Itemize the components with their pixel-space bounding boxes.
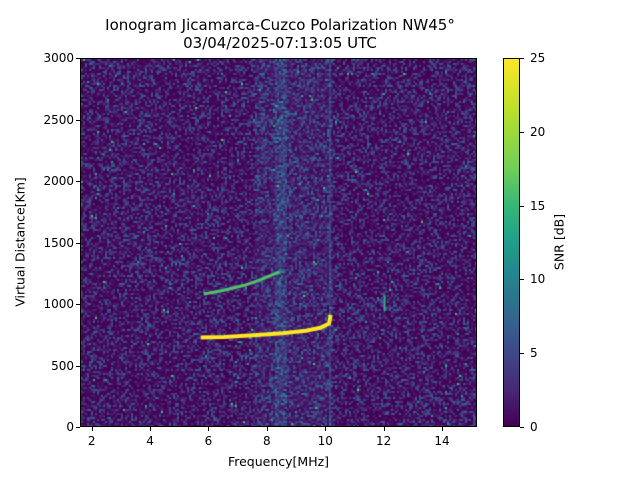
y-axis-label: Virtual Distance[Km] (12, 177, 28, 307)
subtitle-line: 03/04/2025-07:13:05 UTC (183, 34, 377, 52)
x-tick (150, 427, 152, 431)
colorbar-tick-label: 10 (530, 272, 546, 287)
y-tick-label: 2500 (43, 112, 74, 127)
y-tick-label: 0 (66, 420, 74, 434)
y-tick (76, 304, 80, 305)
x-tick-label: 2 (87, 434, 96, 448)
title-line: Ionogram Jicamarca-Cuzco Polarization NW… (105, 16, 455, 34)
x-tick-label: 14 (434, 434, 450, 448)
colorbar-tick (520, 205, 524, 207)
y-tick-label: 2000 (43, 174, 74, 188)
colorbar-tick-label: 5 (530, 346, 538, 361)
colorbar-tick (520, 131, 524, 133)
colorbar-tick-label: 25 (530, 51, 546, 65)
colorbar-tick (520, 279, 524, 281)
x-tick (383, 427, 385, 431)
heatmap-canvas (81, 59, 476, 426)
y-tick (76, 181, 80, 182)
y-tick-label: 1000 (43, 297, 74, 311)
colorbar-tick-label: 15 (530, 198, 546, 213)
colorbar-tick (520, 427, 524, 428)
y-tick (76, 242, 80, 244)
x-tick-label: 4 (146, 434, 154, 448)
colorbar-tick-label: 0 (530, 420, 538, 434)
x-tick-label: 8 (262, 434, 271, 448)
y-tick (76, 365, 80, 367)
colorbar-tick-label: 20 (530, 124, 546, 139)
x-tick (441, 427, 443, 431)
x-tick (266, 427, 268, 431)
y-tick (76, 427, 80, 428)
x-tick-label: 6 (204, 434, 213, 448)
x-tick (91, 427, 93, 431)
colorbar-tick (520, 58, 524, 59)
y-tick (76, 58, 80, 59)
chart-title: Ionogram Jicamarca-Cuzco Polarization NW… (60, 16, 500, 52)
x-tick-label: 10 (317, 434, 333, 448)
x-axis-label: Frequency[MHz] (227, 454, 330, 469)
x-tick (208, 427, 210, 431)
y-tick-label: 500 (51, 358, 74, 373)
ionogram-plot-area (80, 58, 477, 427)
x-tick-label: 12 (375, 434, 392, 448)
y-tick (76, 119, 80, 121)
y-tick-label: 1500 (43, 235, 74, 250)
colorbar-tick (520, 353, 524, 355)
colorbar-label: SNR [dB] (551, 213, 567, 271)
x-tick (325, 427, 327, 431)
colorbar (503, 58, 520, 427)
y-tick-label: 3000 (43, 51, 74, 65)
